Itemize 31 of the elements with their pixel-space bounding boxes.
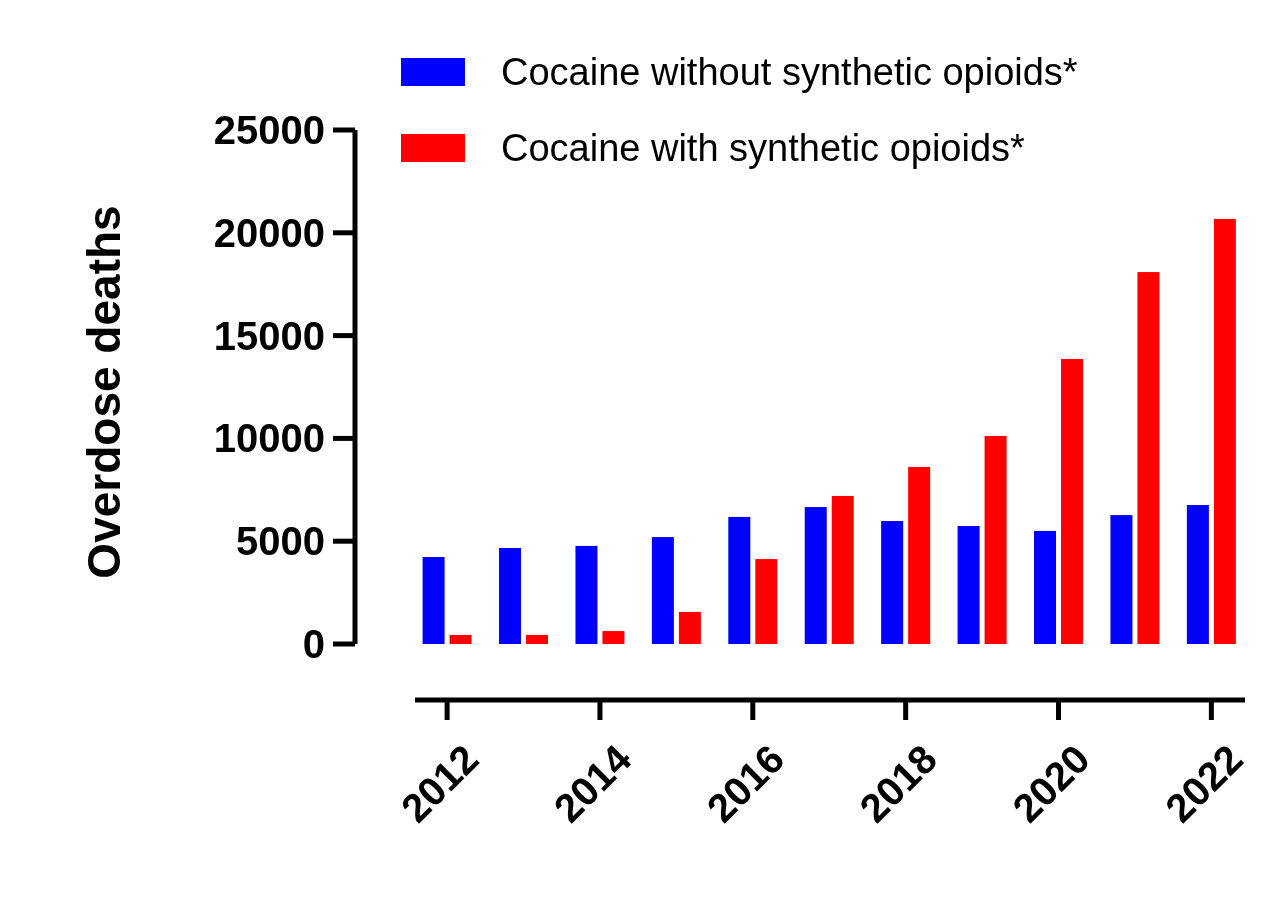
legend-label: Cocaine without synthetic opioids* bbox=[501, 51, 1078, 94]
y-tick-label: 15000 bbox=[213, 313, 325, 358]
y-axis-title: Overdose deaths bbox=[78, 205, 130, 579]
bar bbox=[422, 557, 445, 644]
bar bbox=[678, 611, 701, 644]
y-tick-label: 20000 bbox=[213, 210, 325, 255]
bar bbox=[984, 435, 1007, 644]
bar bbox=[957, 525, 980, 644]
bar bbox=[526, 634, 549, 644]
bar bbox=[1061, 359, 1084, 644]
bar bbox=[831, 495, 854, 644]
bar bbox=[881, 521, 904, 644]
bar bbox=[1186, 505, 1209, 644]
bar bbox=[1137, 272, 1160, 644]
bar bbox=[1213, 219, 1236, 644]
y-tick-label: 0 bbox=[302, 622, 325, 666]
bar bbox=[1034, 530, 1057, 644]
y-tick-label: 10000 bbox=[213, 416, 325, 461]
bar bbox=[651, 537, 674, 644]
bar bbox=[575, 545, 598, 644]
bar bbox=[908, 466, 931, 644]
bar bbox=[755, 559, 778, 644]
y-tick-label: 25000 bbox=[213, 108, 325, 152]
bar bbox=[728, 516, 751, 644]
bar bbox=[499, 547, 522, 644]
bar bbox=[1110, 515, 1133, 644]
legend-label: Cocaine with synthetic opioids* bbox=[501, 127, 1026, 170]
bar bbox=[449, 634, 472, 644]
bar bbox=[602, 631, 625, 644]
y-tick-label: 5000 bbox=[236, 519, 325, 564]
bar bbox=[804, 507, 827, 644]
